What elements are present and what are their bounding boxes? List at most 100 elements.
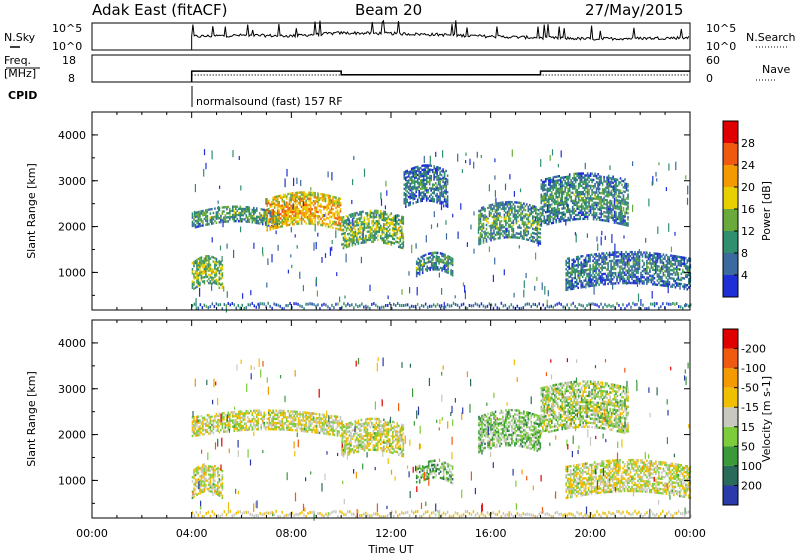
ground-cell [610, 305, 612, 308]
data-cell [598, 212, 601, 215]
data-cell [580, 174, 583, 177]
data-cell [427, 168, 429, 171]
data-cell [294, 200, 297, 203]
data-cell [622, 194, 625, 197]
data-cell [494, 208, 497, 212]
data-cell [363, 222, 366, 226]
data-cell [576, 172, 578, 175]
data-cell [393, 217, 396, 220]
data-cell [309, 212, 312, 215]
data-cell [229, 213, 231, 217]
data-cell [610, 210, 613, 213]
scatter-cell [331, 240, 333, 245]
data-cell [559, 176, 562, 180]
data-cell [538, 239, 540, 243]
data-cell [270, 214, 273, 217]
data-cell [661, 265, 663, 268]
data-cell [586, 207, 589, 210]
data-cell [273, 212, 276, 215]
data-cell [571, 187, 574, 190]
scatter-cell [432, 254, 434, 261]
data-cell [579, 217, 581, 221]
scatter-cell [488, 246, 490, 252]
data-cell [566, 278, 569, 281]
data-cell [448, 255, 451, 259]
ground-cell [618, 303, 620, 307]
data-cell [582, 186, 584, 190]
data-cell [688, 282, 690, 285]
data-cell [638, 259, 641, 262]
data-cell [535, 208, 537, 211]
data-cell [362, 241, 364, 244]
data-cell [562, 176, 565, 179]
data-cell [637, 275, 639, 279]
ground-cell [247, 303, 249, 307]
data-cell [604, 266, 606, 269]
data-cell [350, 213, 352, 216]
data-cell [619, 201, 622, 205]
data-cell [197, 257, 200, 261]
scatter-cell [551, 149, 554, 156]
scatter-cell [223, 286, 225, 292]
data-cell [616, 275, 618, 279]
data-cell [193, 477, 195, 480]
ground-cell [632, 301, 634, 305]
data-cell [202, 261, 204, 265]
data-cell [406, 180, 408, 183]
data-cell [577, 184, 580, 188]
data-cell [555, 179, 557, 183]
data-cell [585, 199, 587, 202]
data-cell [580, 286, 582, 289]
data-cell [303, 211, 306, 215]
data-cell [493, 217, 495, 220]
data-cell [354, 230, 357, 234]
scatter-cell [352, 218, 354, 227]
data-cell [368, 230, 370, 233]
data-cell [429, 256, 431, 259]
data-cell [674, 257, 677, 260]
scatter-cell [275, 230, 277, 235]
ground-cell [337, 302, 339, 306]
data-cell [524, 229, 527, 233]
data-cell [634, 251, 636, 254]
data-cell [218, 480, 221, 483]
data-cell [567, 198, 569, 201]
data-cell [230, 209, 233, 213]
data-cell [232, 207, 234, 210]
data-cell [512, 221, 515, 224]
data-cell [344, 225, 346, 229]
data-cell [588, 193, 590, 196]
scatter-cell [676, 271, 678, 276]
data-cell [482, 241, 485, 244]
data-cell [588, 197, 590, 200]
data-cell [270, 221, 273, 224]
data-cell [430, 254, 433, 257]
data-cell [624, 178, 626, 181]
data-cell [417, 257, 419, 260]
data-cell [621, 183, 623, 187]
data-cell [196, 262, 198, 266]
data-cell [248, 214, 251, 217]
data-cell [314, 220, 316, 224]
data-cell [610, 185, 613, 188]
data-cell [646, 280, 648, 283]
data-cell [650, 276, 653, 280]
data-cell [194, 484, 197, 487]
data-cell [267, 211, 270, 215]
scatter-cell [465, 152, 467, 156]
data-cell [350, 234, 352, 237]
data-cell [668, 276, 671, 280]
data-cell [622, 279, 624, 283]
data-cell [514, 215, 516, 218]
ground-cell [482, 304, 485, 308]
data-cell [509, 219, 512, 222]
data-cell [579, 211, 581, 214]
data-cell [676, 278, 678, 281]
data-cell [616, 195, 619, 198]
data-cell [209, 265, 212, 268]
data-cell [266, 198, 268, 201]
data-cell [514, 201, 516, 204]
data-cell [543, 221, 546, 225]
data-cell [613, 272, 615, 275]
data-cell [517, 209, 519, 213]
